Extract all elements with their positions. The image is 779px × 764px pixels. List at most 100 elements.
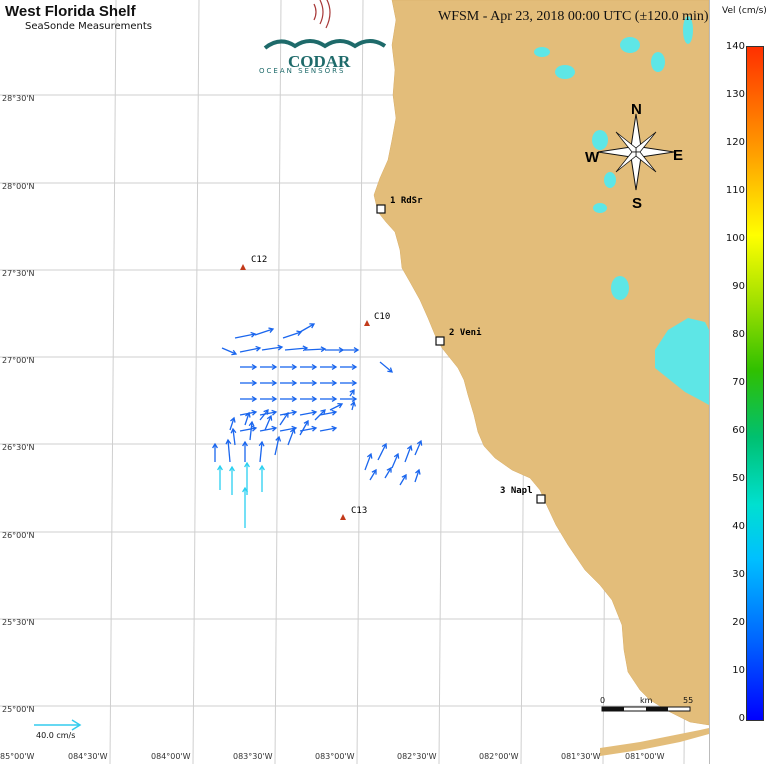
map-subtitle: SeaSonde Measurements [25, 21, 152, 32]
lat-label-26-00: 26°00'N [2, 531, 35, 540]
current-vector-arrow [234, 331, 257, 339]
current-vector-arrow [320, 396, 338, 402]
colorbar-tick: 140 [725, 41, 745, 52]
current-vector-arrow [320, 364, 338, 370]
current-vector-arrow [260, 364, 278, 370]
florida-land [373, 0, 710, 726]
lake-okeechobee [655, 318, 709, 405]
site-marker-rdsr[interactable] [376, 204, 386, 214]
colorbar-tick: 50 [732, 473, 745, 484]
current-vector-arrow [274, 435, 282, 456]
current-vector-arrow [377, 442, 388, 461]
vector-legend-label: 40.0 cm/s [36, 731, 75, 740]
current-vector-arrow [414, 468, 421, 483]
site-marker-napl[interactable] [536, 494, 546, 504]
current-vector-arrow [229, 416, 236, 431]
buoy-marker-c12[interactable] [240, 264, 246, 270]
velocity-colorbar: Vel (cm/s) 140 130 120 110 100 90 80 70 … [709, 0, 779, 764]
colorbar-tick: 100 [725, 233, 745, 244]
current-vector-arrow [282, 330, 303, 339]
codar-logo: CODAR OCEAN SENSORS [259, 0, 387, 75]
lat-label-27-00: 27°00'N [2, 356, 35, 365]
colorbar-tick: 60 [732, 425, 745, 436]
site-marker-veni[interactable] [435, 336, 445, 346]
lon-label-82-30: 082°30'W [397, 752, 437, 761]
current-vector-arrow [340, 396, 358, 402]
current-vector-arrow [259, 409, 269, 421]
current-vector-arrow [319, 409, 338, 416]
buoy-label-c13: C13 [351, 506, 367, 516]
current-vector-arrow [300, 380, 318, 386]
colorbar-title: Vel (cm/s) [722, 6, 767, 16]
current-vector-arrow [349, 388, 355, 397]
current-vector-arrow [221, 347, 238, 356]
svg-text:55: 55 [683, 696, 693, 705]
timestamp-header: WFSM - Apr 23, 2018 00:00 UTC (±120.0 mi… [438, 9, 709, 24]
colorbar-tick: 40 [732, 521, 745, 532]
current-vector-arrow [304, 346, 327, 353]
compass-rose-icon [597, 113, 675, 191]
florida-keys [600, 728, 709, 756]
site-label-napl: 3 Napl [500, 486, 533, 496]
current-vector-arrow [384, 466, 392, 479]
svg-text:0: 0 [600, 696, 605, 705]
lat-label-26-30: 26°30'N [2, 443, 35, 452]
buoy-marker-c13[interactable] [340, 514, 346, 520]
current-vector-arrow [340, 380, 358, 386]
compass-east: E [673, 147, 683, 164]
current-vector-arrow [299, 409, 318, 416]
current-vector-arrow [230, 427, 237, 446]
buoy-marker-c10[interactable] [364, 320, 370, 326]
svg-text:km: km [640, 696, 653, 705]
colorbar-gradient [746, 46, 764, 721]
radar-site-markers [376, 204, 546, 504]
current-vector-arrow [225, 438, 232, 463]
lat-label-28-30: 28°30'N [2, 94, 35, 103]
lon-label-84-00: 084°00'W [151, 752, 191, 761]
current-vector-arrow [314, 409, 326, 421]
current-vector-arrow [299, 419, 309, 436]
lat-label-28-00: 28°00'N [2, 182, 35, 191]
current-vector-arrow [261, 344, 284, 351]
lat-label-25-30: 25°30'N [2, 618, 35, 627]
current-vector-arrow [259, 464, 265, 492]
lon-label-84-30: 084°30'W [68, 752, 108, 761]
current-vector-arrow [329, 402, 344, 411]
current-vector-arrow [369, 468, 377, 481]
lon-label-81-00: 081°00'W [625, 752, 665, 761]
current-vector-arrow [229, 465, 235, 495]
lon-label-83-30: 083°30'W [233, 752, 273, 761]
current-vector-arrow [240, 396, 258, 402]
current-vector-arrow [279, 411, 289, 426]
colorbar-tick: 30 [732, 569, 745, 580]
current-vector-arrow [287, 427, 296, 446]
current-vector-arrow [319, 425, 338, 432]
lon-label-81-30: 081°30'W [561, 752, 601, 761]
current-vector-arrow [391, 452, 400, 469]
current-vector-arrow [244, 461, 250, 495]
current-vector-arrow [320, 380, 338, 386]
colorbar-tick: 10 [732, 665, 745, 676]
lon-label-83-00: 083°00'W [315, 752, 355, 761]
current-vector-arrow [217, 464, 223, 490]
current-vector-arrow [340, 364, 358, 370]
site-label-veni: 2 Veni [449, 327, 482, 338]
svg-text:OCEAN SENSORS: OCEAN SENSORS [259, 67, 345, 75]
current-vector-arrow [248, 420, 255, 441]
current-vector-arrow [280, 380, 298, 386]
colorbar-tick: 90 [732, 281, 745, 292]
current-vector-arrow [242, 486, 248, 528]
logo-wave-icon [263, 39, 387, 50]
colorbar-tick: 0 [738, 713, 745, 724]
current-vector-arrow [284, 345, 309, 352]
colorbar-tick: 20 [732, 617, 745, 628]
colorbar-tick: 120 [725, 137, 745, 148]
lakes [534, 16, 709, 405]
buoy-label-c12: C12 [251, 255, 267, 265]
current-vector-arrow [260, 396, 278, 402]
map-title: West Florida Shelf [5, 3, 136, 20]
current-vector-arrow [399, 473, 407, 486]
colorbar-tick: 130 [725, 89, 745, 100]
current-vector-arrow [299, 323, 316, 333]
